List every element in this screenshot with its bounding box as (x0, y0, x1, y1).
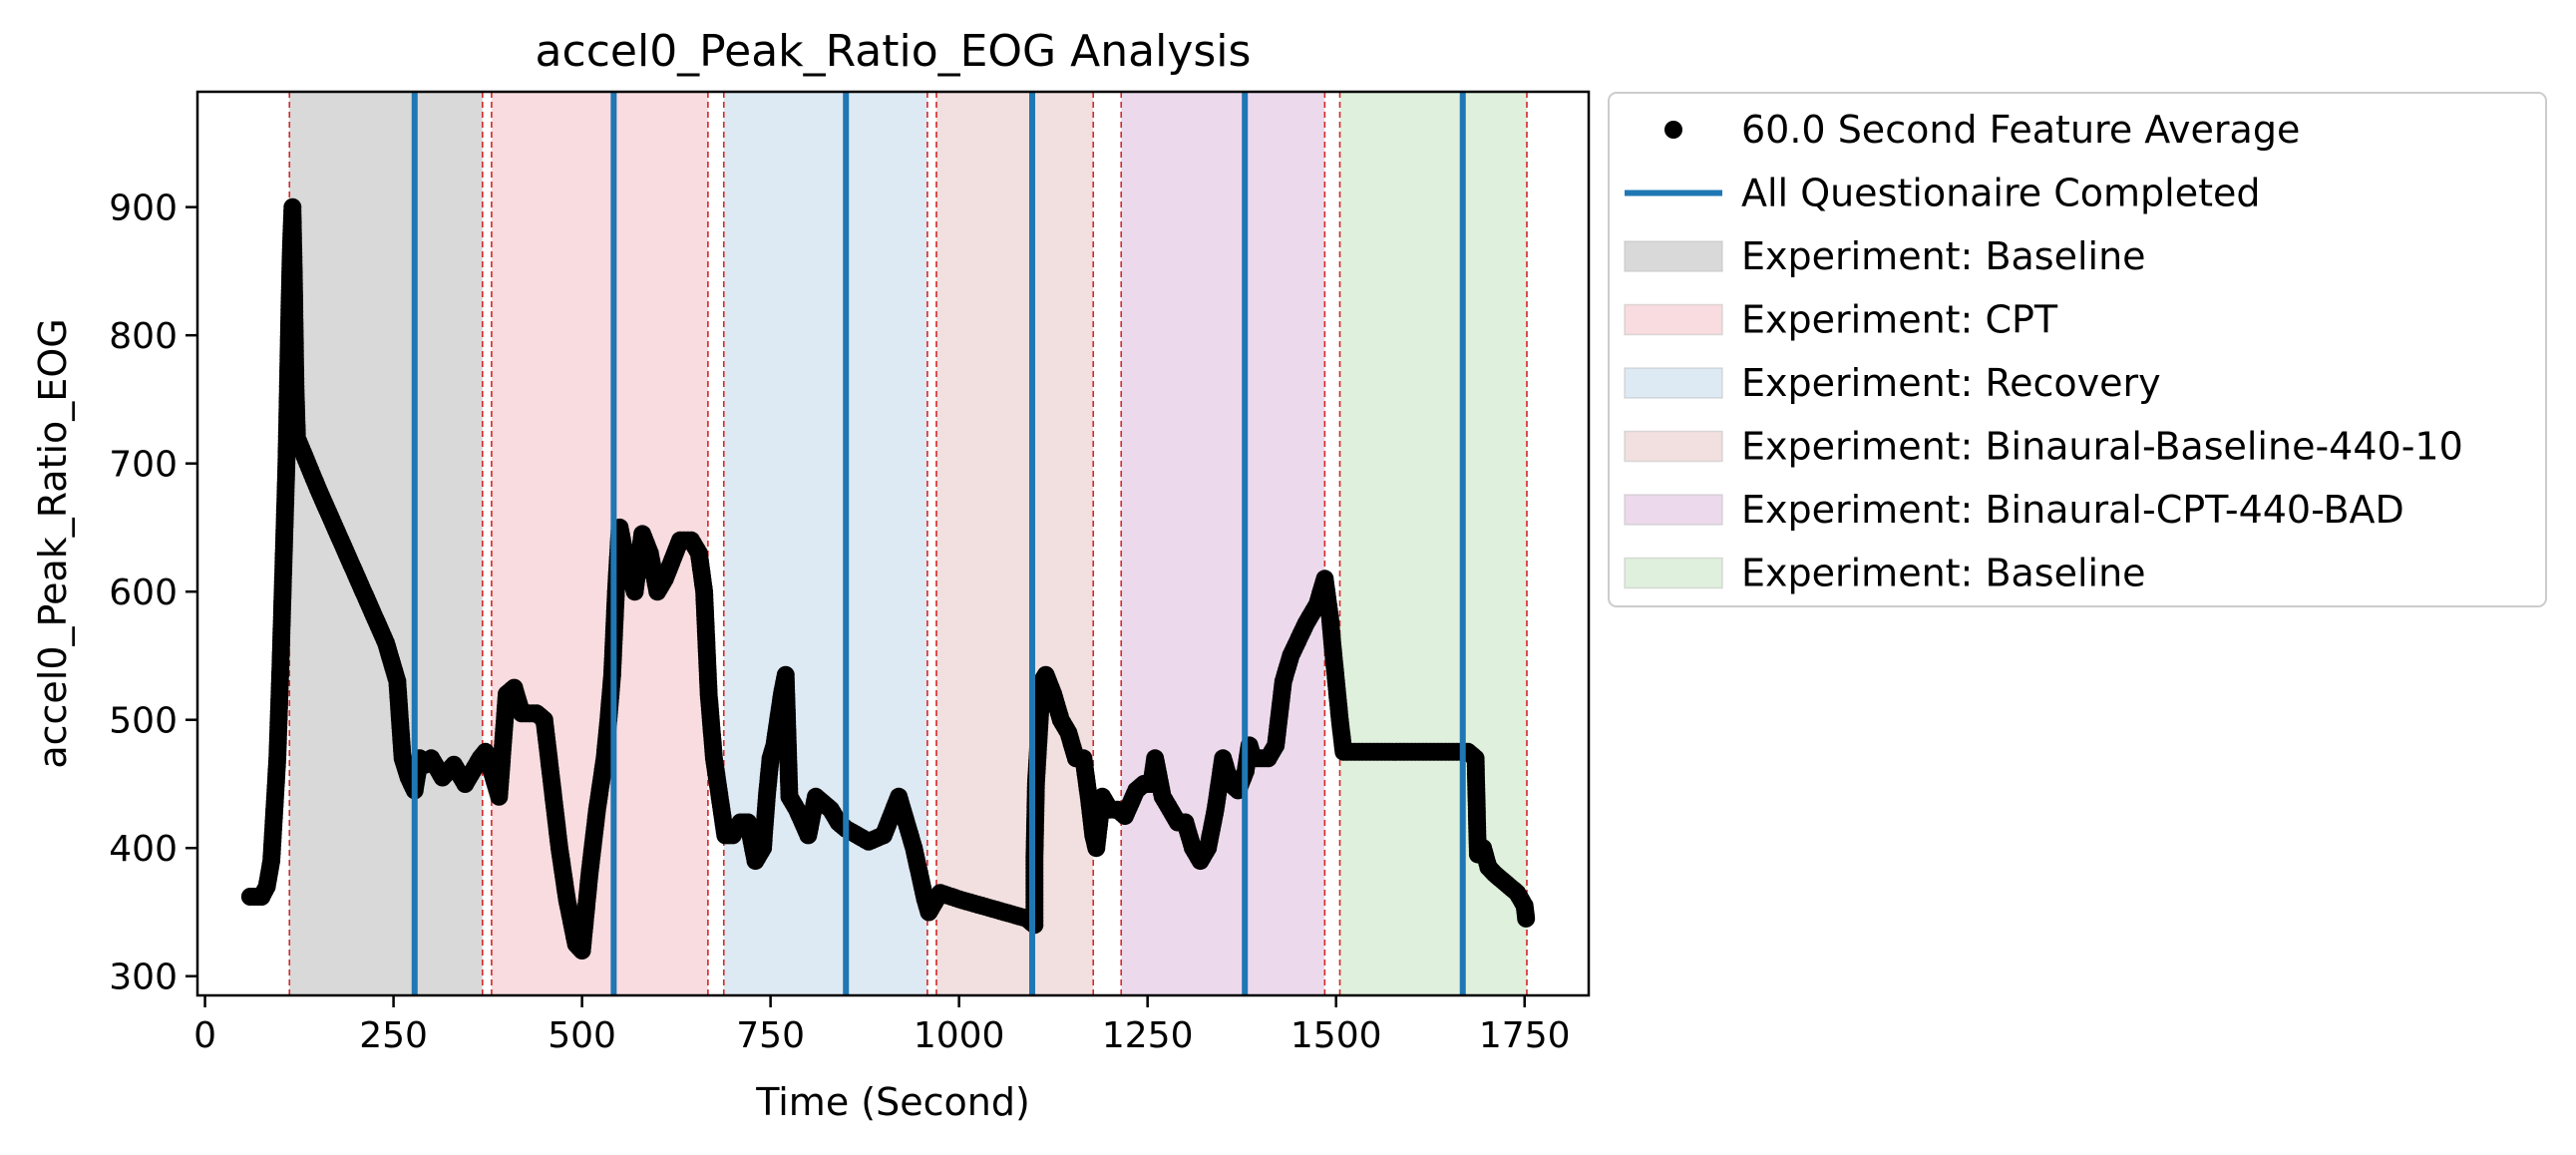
y-tick-label: 700 (109, 445, 178, 486)
x-axis-label: Time (Second) (755, 1080, 1030, 1124)
y-tick-label: 400 (109, 829, 178, 870)
y-tick-label: 600 (109, 573, 178, 613)
legend-label: Experiment: Baseline (1741, 234, 2146, 278)
x-tick-label: 750 (736, 1015, 805, 1056)
legend-label: Experiment: Baseline (1741, 552, 2146, 595)
x-tick-label: 1000 (914, 1015, 1005, 1056)
legend-entry: Experiment: Binaural-Baseline-440-10 (1624, 425, 2463, 469)
axes: 0 250 500 750 1000 1250 1500 1750 300 400 500 600 70… (109, 189, 1570, 1056)
x-tick-label: 500 (548, 1015, 616, 1056)
legend-label: Experiment: CPT (1741, 298, 2058, 342)
legend-marker-patch (1624, 303, 1723, 336)
legend-entry: Experiment: Baseline (1624, 552, 2146, 595)
y-tick-label: 300 (109, 958, 178, 998)
legend-entry: All Questionaire Completed (1625, 172, 2261, 215)
y-tick-label: 800 (109, 316, 178, 357)
legend-entry: Experiment: Binaural-CPT-440-BAD (1624, 488, 2404, 532)
legend-frame (1608, 92, 2547, 607)
y-axis-label: accel0_Peak_Ratio_EOG (31, 318, 75, 768)
x-tick-label: 1750 (1479, 1015, 1571, 1056)
y-tick-label: 900 (109, 189, 178, 229)
plot-frame (195, 90, 1591, 997)
legend-label: 60.0 Second Feature Average (1741, 108, 2300, 152)
chart-title: accel0_Peak_Ratio_EOG Analysis (536, 26, 1252, 77)
legend-entry: Experiment: Baseline (1624, 234, 2146, 278)
legend-label: Experiment: Recovery (1741, 361, 2161, 405)
legend: 60.0 Second Feature Average All Questiona… (1608, 92, 2547, 607)
phase-band-5 (1121, 92, 1325, 995)
x-tick-label: 250 (359, 1015, 428, 1056)
legend-entry: Experiment: CPT (1624, 298, 2058, 342)
legend-marker-dot (1664, 121, 1682, 139)
legend-label: Experiment: Binaural-Baseline-440-10 (1741, 425, 2463, 469)
legend-entry: 60.0 Second Feature Average (1664, 108, 2300, 152)
x-tick-label: 1250 (1102, 1015, 1194, 1056)
legend-marker-patch (1624, 367, 1723, 399)
y-tick-label: 500 (109, 701, 178, 742)
legend-marker-patch (1624, 494, 1723, 526)
data-series (240, 197, 1536, 960)
phase-band-4 (935, 92, 1094, 995)
phase-band-1 (289, 92, 483, 995)
phase-band-6 (1339, 92, 1527, 995)
questionnaire-lines (411, 92, 1466, 995)
data-point (1517, 909, 1536, 928)
legend-marker-patch (1624, 430, 1723, 463)
legend-marker-patch (1624, 557, 1723, 589)
legend-marker-patch (1624, 240, 1723, 272)
x-tick-label: 1500 (1290, 1015, 1382, 1056)
legend-entry: Experiment: Recovery (1624, 361, 2161, 405)
phase-bands (289, 92, 1527, 995)
x-tick-label: 0 (193, 1015, 216, 1056)
legend-label: Experiment: Binaural-CPT-440-BAD (1741, 488, 2404, 532)
legend-label: All Questionaire Completed (1741, 172, 2261, 215)
